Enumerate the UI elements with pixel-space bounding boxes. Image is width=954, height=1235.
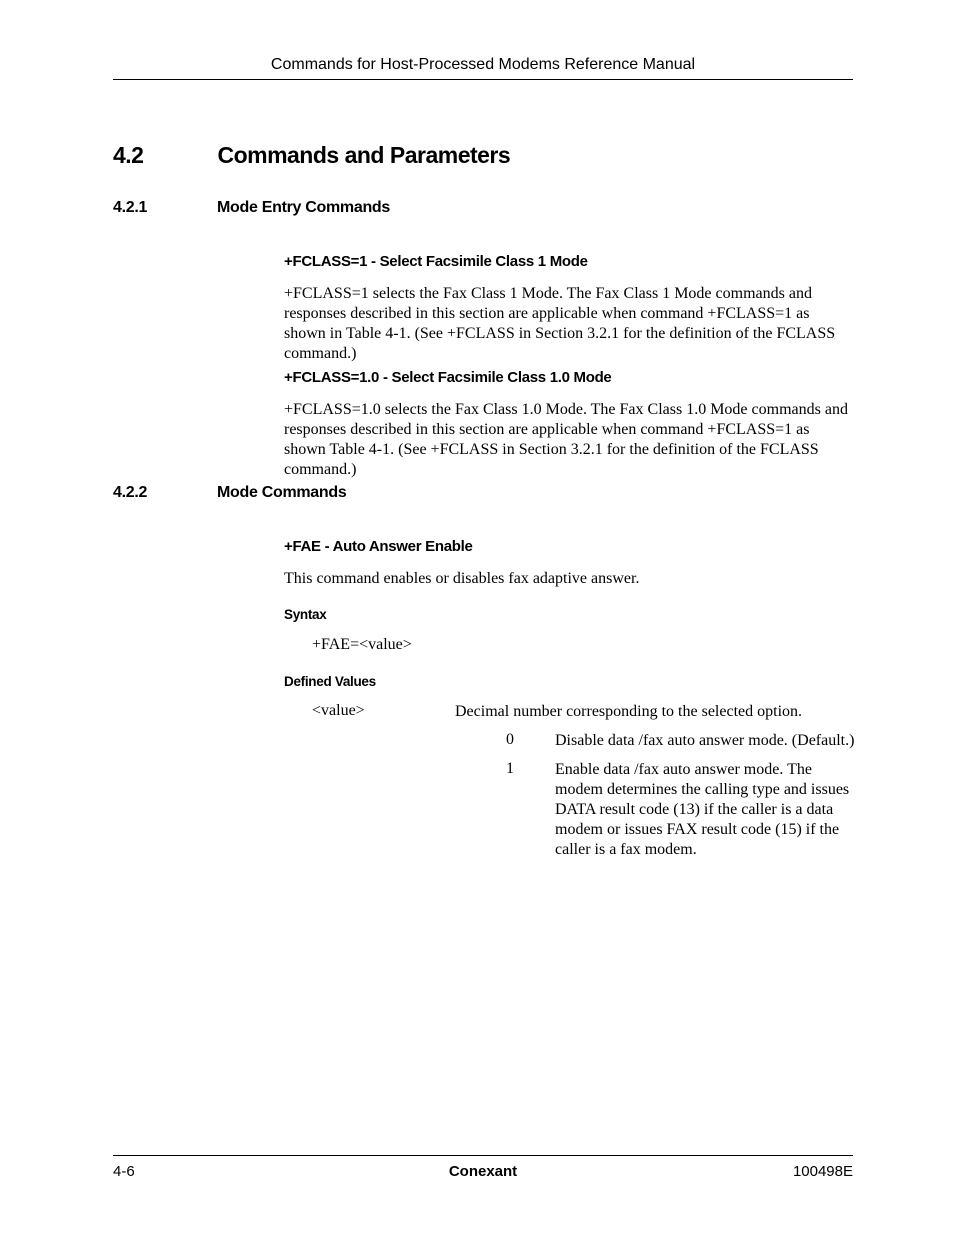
option-value: Enable data /fax auto answer mode. The m… bbox=[555, 760, 855, 860]
paragraph: +FCLASS=1.0 selects the Fax Class 1.0 Mo… bbox=[284, 400, 854, 480]
value-term: <value> bbox=[312, 702, 365, 720]
paragraph: This command enables or disables fax ada… bbox=[284, 569, 854, 589]
footer-docid: 100498E bbox=[793, 1163, 853, 1180]
page: Commands for Host-Processed Modems Refer… bbox=[113, 0, 853, 1235]
subsection-heading: 4.2.2 Mode Commands bbox=[113, 484, 853, 502]
option-key: 1 bbox=[506, 760, 514, 778]
syntax-text: +FAE=<value> bbox=[312, 636, 412, 654]
option-key: 0 bbox=[506, 731, 514, 749]
subsection-number: 4.2.2 bbox=[113, 484, 213, 502]
footer-rule bbox=[113, 1155, 853, 1156]
subsection-number: 4.2.1 bbox=[113, 199, 213, 217]
defined-values-label: Defined Values bbox=[284, 674, 376, 689]
section-title: Commands and Parameters bbox=[217, 142, 510, 169]
paragraph: +FCLASS=1 selects the Fax Class 1 Mode. … bbox=[284, 284, 854, 364]
footer-brand: Conexant bbox=[113, 1163, 853, 1180]
page-header: Commands for Host-Processed Modems Refer… bbox=[113, 56, 853, 74]
subsection-title: Mode Commands bbox=[217, 484, 346, 502]
syntax-label: Syntax bbox=[284, 607, 326, 622]
command-heading: +FAE - Auto Answer Enable bbox=[284, 538, 473, 555]
subsection-title: Mode Entry Commands bbox=[217, 199, 390, 217]
section-heading: 4.2 Commands and Parameters bbox=[113, 142, 853, 169]
value-definition: Decimal number corresponding to the sele… bbox=[455, 702, 853, 722]
section-number: 4.2 bbox=[113, 142, 213, 169]
subsection-heading: 4.2.1 Mode Entry Commands bbox=[113, 199, 853, 217]
command-heading: +FCLASS=1 - Select Facsimile Class 1 Mod… bbox=[284, 253, 588, 270]
header-rule bbox=[113, 79, 853, 80]
option-value: Disable data /fax auto answer mode. (Def… bbox=[555, 731, 855, 751]
command-heading: +FCLASS=1.0 - Select Facsimile Class 1.0… bbox=[284, 369, 611, 386]
